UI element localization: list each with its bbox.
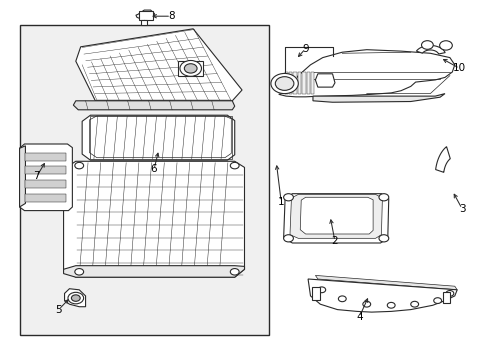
Polygon shape (312, 94, 444, 102)
Polygon shape (415, 45, 444, 54)
Bar (311, 287, 319, 300)
Polygon shape (178, 61, 203, 76)
Bar (442, 292, 449, 303)
Circle shape (75, 162, 83, 169)
Circle shape (71, 295, 80, 301)
Circle shape (421, 41, 432, 49)
Bar (141, 20, 147, 25)
Circle shape (433, 298, 441, 303)
Polygon shape (64, 289, 85, 307)
Bar (25, 153, 65, 161)
Polygon shape (278, 50, 454, 97)
Polygon shape (82, 115, 234, 160)
Circle shape (445, 291, 453, 296)
Text: 8: 8 (167, 11, 174, 21)
Circle shape (180, 60, 201, 76)
Circle shape (270, 73, 298, 94)
Text: 1: 1 (277, 197, 284, 207)
Text: 7: 7 (33, 171, 40, 181)
Polygon shape (310, 72, 314, 94)
Bar (139, 11, 152, 20)
Polygon shape (297, 72, 301, 94)
Polygon shape (73, 101, 234, 110)
Circle shape (283, 194, 293, 201)
Polygon shape (289, 194, 382, 238)
Text: 10: 10 (452, 63, 465, 73)
Polygon shape (315, 275, 456, 290)
Polygon shape (136, 10, 154, 20)
Circle shape (378, 235, 388, 242)
Bar (90, 116, 232, 159)
Circle shape (68, 292, 83, 304)
Text: 2: 2 (331, 236, 338, 246)
Polygon shape (283, 194, 388, 243)
Polygon shape (306, 72, 309, 94)
Bar (25, 194, 65, 202)
Text: 5: 5 (55, 305, 62, 315)
Circle shape (439, 41, 451, 50)
Bar (25, 166, 65, 174)
Polygon shape (288, 72, 292, 94)
Polygon shape (76, 29, 242, 101)
Circle shape (386, 302, 394, 308)
Circle shape (283, 235, 293, 242)
Circle shape (362, 301, 370, 307)
Circle shape (275, 77, 293, 90)
Circle shape (230, 162, 239, 169)
Polygon shape (20, 144, 72, 211)
Polygon shape (293, 72, 296, 94)
Polygon shape (302, 72, 305, 94)
Circle shape (410, 301, 418, 307)
Bar (25, 180, 65, 188)
Polygon shape (20, 146, 25, 207)
Polygon shape (284, 72, 287, 94)
Text: 9: 9 (302, 44, 308, 54)
Circle shape (317, 287, 325, 293)
Circle shape (184, 64, 197, 73)
Text: 4: 4 (355, 312, 362, 322)
Polygon shape (435, 147, 449, 172)
Circle shape (75, 269, 83, 275)
Polygon shape (300, 197, 372, 234)
Polygon shape (63, 266, 244, 277)
Polygon shape (315, 74, 334, 87)
Circle shape (230, 269, 239, 275)
Text: 3: 3 (458, 204, 465, 214)
Polygon shape (63, 161, 244, 277)
Polygon shape (307, 279, 456, 312)
Bar (20, 25, 268, 335)
Circle shape (378, 194, 388, 201)
Text: 6: 6 (150, 164, 157, 174)
Circle shape (338, 296, 346, 302)
